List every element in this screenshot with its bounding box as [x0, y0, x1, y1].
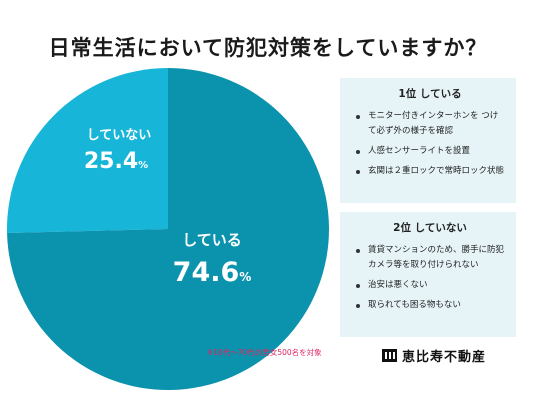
box-title-doing: 1位 している: [398, 88, 462, 100]
building-logo-icon: [382, 349, 397, 362]
list-item: 人感センサーライトを設置: [354, 144, 506, 159]
list-item: 賃貸マンションのため、勝手に防犯カメラ等を取り付けられない: [354, 243, 506, 273]
pie-slice-not-doing: [7, 68, 168, 234]
reason-box-not-doing: 2位 していない 賃貸マンションのため、勝手に防犯カメラ等を取り付けられない 治…: [340, 212, 516, 337]
list-item: 玄関は２重ロックで常時ロック状態: [354, 164, 506, 179]
reason-box-doing: 1位 している モニター付きインターホンを つけて必ず外の様子を確認 人感センサ…: [340, 78, 516, 203]
company-logo: 恵比寿不動産: [382, 346, 486, 365]
box-title-not-doing: 2位 していない: [393, 222, 467, 234]
list-item: 治安は悪くない: [354, 278, 506, 293]
list-item: 取られても困る物もない: [354, 298, 506, 313]
company-name: 恵比寿不動産: [402, 350, 487, 365]
reason-list-doing: モニター付きインターホンを つけて必ず外の様子を確認 人感センサーライトを設置 …: [354, 109, 506, 179]
value-not-doing: 25.4%: [84, 149, 148, 174]
pie-slice-doing: [7, 68, 330, 390]
label-not-doing: していない: [87, 128, 152, 143]
list-item: モニター付きインターホンを つけて必ず外の様子を確認: [354, 109, 506, 139]
survey-note: ※10代〜70代の男女500名を対象: [207, 348, 322, 357]
value-doing: 74.6%: [173, 257, 252, 288]
chart-title: 日常生活において防犯対策をしていますか？: [48, 36, 488, 60]
label-doing: している: [182, 231, 242, 249]
reason-list-not-doing: 賃貸マンションのため、勝手に防犯カメラ等を取り付けられない 治安は悪くない 取ら…: [354, 243, 506, 313]
